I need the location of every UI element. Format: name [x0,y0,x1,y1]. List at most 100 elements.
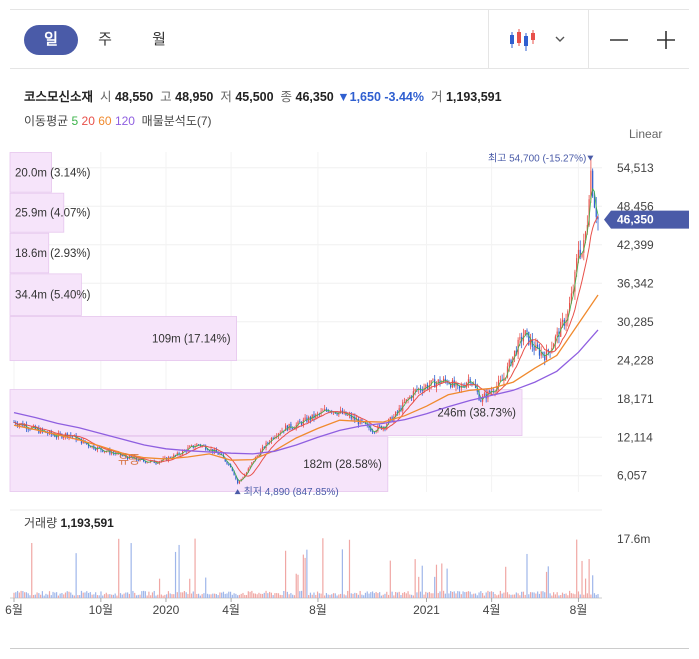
candle-body [173,455,175,459]
volume-bar [205,577,207,598]
candle-body [499,379,501,381]
ma5-label: 5 [71,114,79,128]
volume-bar [261,593,264,598]
candle-body [574,271,576,292]
candle-body [428,385,430,389]
volume-bar [132,590,134,598]
period-week-button[interactable]: 주 [98,31,112,48]
candle-body [54,435,56,437]
volume-bar [180,592,182,598]
volume-bar [576,539,578,598]
moving-average-legend[interactable]: 이동평균 5 20 60 120 매물분석도(7) [24,112,212,129]
candle-body [222,454,225,458]
volume-bar [341,549,343,598]
volume-bar [258,592,260,598]
candle-body [174,455,177,456]
volume-bar [64,592,67,598]
volume-bar [419,591,422,598]
volume-bar [210,594,212,598]
volume-bar [302,554,304,598]
candle-body [180,454,182,456]
candle-body [155,463,157,464]
candle-body [361,419,363,422]
volume-bar [47,594,49,598]
volume-bar [141,591,143,598]
candle-body [519,336,521,340]
candle-body [270,437,272,443]
volume-bar [183,591,186,598]
volume-bar [542,591,544,598]
candle-body [513,350,516,357]
candle-body [290,423,292,429]
volume-bar [254,593,257,598]
volume-profile-label: 20.0m (3.14%) [15,167,91,179]
volume-bar [332,593,335,598]
volume-bar [556,592,558,598]
volume-bar [71,594,74,598]
volume-bar [313,592,315,598]
volume-bar [522,591,525,598]
volume-bar [36,592,38,598]
candle-body [144,461,146,463]
volume-bar [247,591,249,598]
volume-bar [331,594,333,598]
volume-bar [435,564,438,598]
candle-body [63,436,65,438]
volume-bar [473,593,475,598]
candle-body [313,414,315,418]
candle-body [434,379,436,388]
volume-bar [203,593,205,598]
candle-body [554,336,556,345]
period-day-button[interactable]: 일 [24,25,78,55]
candle-body [219,454,221,456]
volume-bar [487,590,489,598]
candle-body [36,428,38,430]
volume-bar [309,592,312,598]
volume-bar [361,594,363,598]
volume-bar [226,593,228,598]
volume-bar [592,575,594,598]
top-border [10,9,689,10]
volume-bar [570,593,572,598]
volume-bar [324,595,326,598]
plus-icon[interactable] [650,24,682,56]
volume-bar [338,594,340,598]
minus-icon[interactable] [603,24,635,56]
candle-body [89,446,91,448]
volume-bar [15,592,17,598]
volume-bar [505,566,507,598]
volume-profile-label: 25.9m (4.07%) [15,208,91,220]
volume-bar [343,594,345,598]
candle-body [265,442,267,449]
ma-label: 이동평균 [24,114,69,128]
volume-bar [276,593,278,598]
candle-body [47,433,49,434]
volume-bar [150,595,152,598]
volume-bar [96,595,99,598]
scale-toggle[interactable]: Linear [629,127,663,141]
candle-body [235,475,237,479]
chevron-down-icon[interactable] [550,24,570,56]
volume-bar [265,590,267,598]
volume-bar [84,592,86,598]
volume-bar [476,595,478,598]
period-month-button[interactable]: 월 [152,31,166,48]
candle-body [52,434,54,436]
volume-bar [134,592,136,598]
candle-body [56,436,58,438]
volume-bar [206,593,209,598]
volume-bar [279,594,281,598]
volume-bar [551,595,553,598]
volume-bar [499,590,501,598]
volume-bar [568,590,571,598]
low-marker-label: 최저 4,890 (847.85%) [244,486,339,498]
volume-bar [98,595,100,598]
volume-bar [245,595,248,598]
volume-bar [253,593,255,598]
volume-bar [370,592,372,598]
candlestick-icon[interactable] [508,24,540,56]
candle-body [164,457,166,459]
volume-bar [185,592,187,598]
volume-bar [426,592,429,598]
